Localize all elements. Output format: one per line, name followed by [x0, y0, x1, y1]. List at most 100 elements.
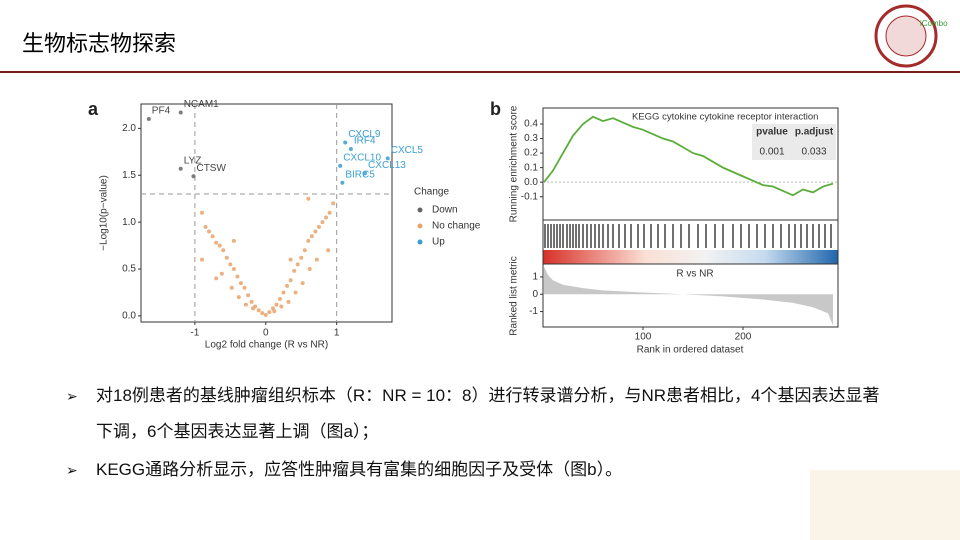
data-point — [249, 299, 254, 304]
y-tick-label: 1.0 — [122, 217, 136, 228]
data-point — [221, 248, 226, 253]
point-label: IRF4 — [354, 136, 376, 147]
legend-label: Up — [432, 237, 445, 248]
x-axis-label: Log2 fold change (R vs NR) — [205, 340, 328, 351]
bullets: 对18例患者的基线肿瘤组织标本（R：NR = 10：8）进行转录谱分析，与NR患… — [66, 378, 886, 490]
data-point — [229, 285, 234, 290]
data-point — [306, 238, 311, 243]
rank-colorbar — [543, 250, 838, 264]
y-tick-label: -0.1 — [521, 191, 539, 202]
point-label: CTSW — [196, 163, 226, 174]
x-tick-label: 0 — [263, 328, 269, 339]
data-point — [277, 297, 282, 302]
data-point — [231, 238, 236, 243]
chart-title: KEGG cytokine cytokine receptor interact… — [632, 112, 818, 123]
data-point — [219, 271, 224, 276]
stats-table-bg — [752, 124, 836, 160]
data-point — [314, 257, 319, 262]
group-label: R vs NR — [676, 269, 713, 280]
data-point — [246, 293, 251, 298]
y-tick-label: 0 — [532, 289, 538, 300]
plot-area-a — [140, 104, 392, 322]
x-tick-label: 200 — [735, 332, 752, 343]
data-point — [293, 290, 298, 295]
data-point — [343, 140, 348, 145]
data-point — [307, 267, 312, 272]
data-point — [224, 255, 229, 260]
axis-frame — [542, 107, 839, 328]
legend-label: No change — [432, 221, 481, 232]
bullet: 对18例患者的基线肿瘤组织标本（R：NR = 10：8）进行转录谱分析，与NR患… — [66, 378, 886, 450]
data-point — [348, 147, 353, 152]
data-point — [217, 243, 222, 248]
data-point — [238, 281, 243, 286]
data-point — [146, 117, 151, 122]
table-cell: 0.001 — [759, 147, 784, 158]
y-tick-label: 0.5 — [122, 264, 136, 275]
data-point — [235, 274, 240, 279]
data-point — [267, 310, 272, 315]
point-label: BIRC5 — [345, 169, 375, 180]
data-point — [363, 171, 368, 176]
data-point — [251, 306, 256, 311]
x-tick-label: 100 — [635, 332, 652, 343]
data-point — [385, 156, 390, 161]
y-tick-label: 0.2 — [524, 148, 538, 159]
y-tick-label: 0.0 — [122, 311, 136, 322]
y-tick-label: 1.5 — [122, 170, 136, 181]
y-tick-label: 0.1 — [524, 162, 538, 173]
data-point — [214, 240, 219, 245]
point-label: PF4 — [152, 106, 171, 117]
data-point — [228, 262, 233, 267]
data-point — [292, 268, 297, 273]
data-point — [256, 308, 261, 313]
table-cell: 0.033 — [801, 147, 826, 158]
data-point — [338, 163, 343, 168]
metric-area — [544, 266, 833, 326]
point-label: CXCL13 — [368, 160, 406, 171]
table-header: p.adjust — [795, 127, 834, 138]
logo-text: iCombo — [920, 19, 948, 28]
data-point — [279, 304, 284, 309]
y-tick-label: 1 — [532, 272, 538, 283]
legend-swatch — [417, 239, 423, 245]
panel-label: b — [490, 99, 501, 119]
data-point — [299, 255, 304, 260]
data-point — [313, 229, 318, 234]
data-point — [295, 262, 300, 267]
legend-label: Down — [432, 205, 458, 216]
data-point — [178, 110, 183, 115]
panel-label: a — [88, 99, 99, 119]
data-point — [210, 234, 215, 239]
data-point — [324, 215, 329, 220]
data-point — [316, 224, 321, 229]
y-tick-label: 0.0 — [524, 177, 538, 188]
point-label: NCAM1 — [184, 99, 219, 110]
data-point — [199, 210, 204, 215]
point-label: CXCL5 — [391, 145, 424, 156]
data-point — [231, 267, 236, 272]
x-axis-label: Rank in ordered dataset — [637, 345, 744, 356]
data-point — [199, 257, 204, 262]
y-axis-label: −Log10(p−value) — [99, 175, 110, 251]
point-label: CXCL9 — [348, 129, 381, 140]
y-tick-label: 0.4 — [524, 119, 538, 130]
data-point — [236, 295, 241, 300]
data-point — [300, 281, 305, 286]
data-point — [178, 166, 183, 171]
y-axis-label: Running enrichment score — [509, 105, 520, 222]
data-point — [306, 196, 311, 201]
data-point — [286, 299, 291, 304]
y-tick-label: 2.0 — [122, 123, 136, 134]
logo-inner — [885, 15, 927, 57]
data-point — [272, 309, 277, 314]
y-tick-label: 0.3 — [524, 133, 538, 144]
data-point — [260, 311, 265, 316]
bullet: KEGG通路分析显示，应答性肿瘤具有富集的细胞因子及受体（图b）。 — [66, 452, 886, 488]
data-point — [340, 180, 345, 185]
data-point — [288, 278, 293, 283]
data-point — [243, 302, 248, 307]
slide-title: 生物标志物探索 — [22, 31, 176, 56]
point-label: CXCL10 — [343, 153, 381, 164]
